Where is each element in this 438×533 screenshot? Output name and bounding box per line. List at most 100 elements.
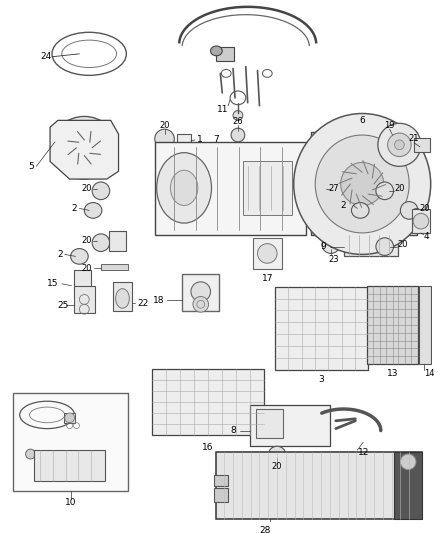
Text: 25: 25: [57, 301, 68, 310]
Ellipse shape: [92, 182, 110, 200]
Bar: [311, 132, 417, 235]
Ellipse shape: [231, 128, 245, 142]
Ellipse shape: [413, 213, 429, 229]
Text: 22: 22: [137, 299, 148, 308]
Bar: [113, 282, 132, 311]
Bar: [414, 138, 430, 152]
Text: 13: 13: [387, 369, 398, 378]
Bar: [152, 369, 265, 435]
Text: 8: 8: [230, 426, 236, 435]
Bar: [311, 184, 325, 196]
Text: 1: 1: [197, 135, 203, 144]
Ellipse shape: [191, 282, 211, 301]
Bar: [216, 47, 234, 61]
Bar: [275, 287, 368, 370]
Ellipse shape: [92, 234, 110, 252]
Ellipse shape: [170, 170, 198, 206]
Ellipse shape: [376, 238, 393, 255]
Bar: [419, 286, 431, 364]
Ellipse shape: [116, 289, 129, 308]
Ellipse shape: [77, 140, 92, 156]
Ellipse shape: [233, 110, 243, 120]
Text: 6: 6: [359, 116, 365, 125]
Text: 24: 24: [40, 52, 52, 61]
Ellipse shape: [376, 182, 393, 200]
Bar: [109, 231, 127, 251]
Text: 14: 14: [424, 369, 434, 378]
Bar: [344, 235, 399, 256]
Text: 26: 26: [233, 117, 243, 126]
Bar: [250, 405, 330, 446]
Ellipse shape: [315, 135, 409, 233]
Text: 27: 27: [328, 184, 339, 193]
Ellipse shape: [65, 128, 104, 167]
Text: 23: 23: [328, 255, 339, 264]
Polygon shape: [50, 120, 119, 179]
Ellipse shape: [211, 46, 222, 56]
Bar: [255, 409, 283, 439]
Ellipse shape: [400, 201, 418, 219]
Text: 20: 20: [81, 264, 92, 272]
Ellipse shape: [65, 413, 74, 423]
Ellipse shape: [388, 133, 411, 157]
Ellipse shape: [51, 116, 117, 179]
Ellipse shape: [157, 152, 212, 223]
Text: 2: 2: [340, 201, 346, 210]
Text: 20: 20: [272, 462, 283, 471]
Text: 7: 7: [213, 135, 219, 144]
Bar: [182, 274, 219, 311]
Bar: [215, 474, 228, 486]
Bar: [216, 452, 422, 519]
Bar: [412, 209, 430, 233]
Text: 2: 2: [71, 204, 77, 213]
Ellipse shape: [258, 244, 277, 263]
Ellipse shape: [395, 140, 404, 150]
Bar: [215, 488, 228, 502]
Bar: [253, 238, 282, 269]
Text: 20: 20: [419, 204, 430, 213]
Text: 4: 4: [424, 232, 430, 241]
Text: 18: 18: [153, 296, 165, 305]
Bar: [13, 393, 128, 491]
Text: 10: 10: [65, 498, 76, 507]
Bar: [64, 413, 75, 423]
Text: 20: 20: [81, 236, 92, 245]
Text: 5: 5: [28, 162, 34, 171]
Bar: [395, 452, 422, 519]
Ellipse shape: [71, 248, 88, 264]
Bar: [35, 450, 105, 481]
Ellipse shape: [400, 454, 416, 470]
Text: 20: 20: [159, 121, 170, 130]
Bar: [367, 286, 418, 364]
Text: 17: 17: [261, 274, 273, 284]
Text: 16: 16: [202, 443, 213, 451]
Text: 11: 11: [216, 105, 228, 114]
Bar: [74, 286, 95, 313]
Text: 20: 20: [81, 184, 92, 193]
Ellipse shape: [294, 114, 431, 254]
Text: 21: 21: [409, 134, 419, 143]
Text: 19: 19: [385, 121, 395, 130]
Ellipse shape: [155, 129, 174, 149]
Bar: [177, 134, 191, 147]
Text: 3: 3: [318, 375, 324, 384]
Text: 12: 12: [357, 448, 369, 457]
Ellipse shape: [322, 236, 340, 254]
Ellipse shape: [341, 163, 384, 206]
Text: 20: 20: [397, 240, 408, 249]
Ellipse shape: [268, 446, 286, 464]
Bar: [243, 161, 292, 215]
Ellipse shape: [25, 449, 35, 459]
Ellipse shape: [378, 123, 421, 166]
Text: 15: 15: [47, 279, 59, 288]
Bar: [101, 264, 128, 270]
Ellipse shape: [193, 296, 208, 312]
Bar: [155, 142, 307, 235]
Text: 2: 2: [57, 250, 63, 259]
Text: 20: 20: [395, 184, 405, 193]
Ellipse shape: [84, 203, 102, 218]
Text: 28: 28: [260, 526, 271, 533]
Ellipse shape: [351, 203, 369, 218]
Bar: [74, 270, 91, 292]
Text: 9: 9: [320, 242, 326, 251]
